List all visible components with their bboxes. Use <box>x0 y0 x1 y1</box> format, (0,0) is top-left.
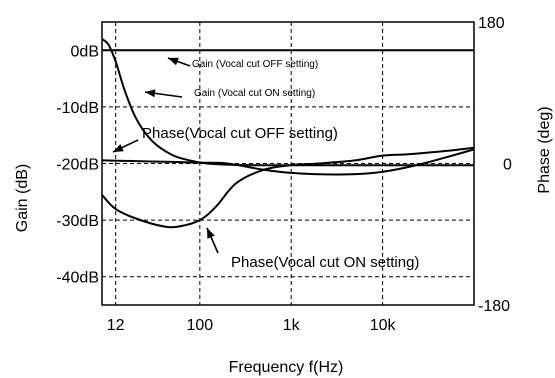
y-tick-label-right: -180 <box>478 298 510 315</box>
annotation-phase-on: Phase(Vocal cut ON setting) <box>231 254 419 271</box>
tick-labels: 12 100 1k 10k 0dB -10dB -20dB -30dB -40dB 180 0 -18… <box>56 15 512 334</box>
y-tick-label-left: -40dB <box>56 270 99 287</box>
series-layer <box>101 38 475 229</box>
series-line-gain-on <box>101 38 474 167</box>
annotations: Gain (Vocal cut OFF setting) Gain (Vocal… <box>142 59 419 271</box>
y-tick-label-right: 180 <box>478 15 505 32</box>
series-line-phase-on <box>101 146 475 229</box>
y-axis-title-right: Phase (deg) <box>536 106 553 193</box>
y-tick-label-left: 0dB <box>71 43 99 60</box>
arrow-gain-off-head <box>168 57 179 66</box>
x-tick-label: 100 <box>186 317 213 334</box>
x-tick-label: 12 <box>107 317 125 334</box>
y-tick-label-left: -30dB <box>56 213 99 230</box>
series-line-phase-off <box>101 148 475 176</box>
annotation-gain-off: Gain (Vocal cut OFF setting) <box>192 59 318 70</box>
annotation-arrows <box>112 57 219 254</box>
x-axis-title: Frequency f(Hz) <box>229 359 344 376</box>
arrow-gain-on-head <box>145 89 156 98</box>
y-axis-title-left: Gain (dB) <box>14 164 31 232</box>
annotation-gain-on: Gain (Vocal cut ON setting) <box>194 88 315 99</box>
arrow-phase-off-head <box>113 144 124 152</box>
y-tick-label-right: 0 <box>503 157 512 174</box>
x-tick-label: 1k <box>283 317 301 334</box>
grid <box>102 22 474 305</box>
x-tick-label: 10k <box>370 317 397 334</box>
arrow-phase-on-head <box>207 228 215 239</box>
y-tick-label-left: -10dB <box>56 100 99 117</box>
annotation-phase-off: Phase(Vocal cut OFF setting) <box>142 125 338 142</box>
plot-frame <box>101 21 475 306</box>
y-tick-label-left: -20dB <box>56 157 99 174</box>
